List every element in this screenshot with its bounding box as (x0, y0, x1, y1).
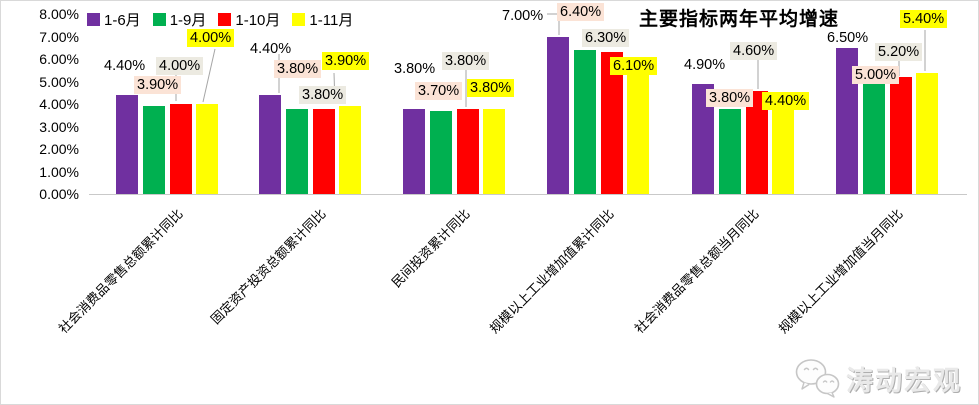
bar-1-9月-group2 (285, 108, 308, 194)
bar-1-9月-group1 (142, 106, 165, 194)
bar-1-11月-group2 (339, 106, 362, 194)
category-label: 社会消费品零售总额当月同比 (631, 206, 762, 337)
bar-1-9月-group6 (862, 81, 885, 194)
data-label: 4.00% (187, 29, 235, 47)
bar-1-11月-group1 (196, 104, 219, 194)
data-label: 6.10% (610, 57, 658, 75)
bar-1-10月-group1 (169, 104, 192, 194)
category-label: 固定资产投资总额累计同比 (207, 206, 329, 328)
bar-1-6月-group2 (259, 95, 281, 194)
data-label: 4.00% (156, 57, 204, 75)
y-axis-tick-label: 6.00% (39, 51, 79, 67)
bar-1-11月-group3 (483, 108, 506, 194)
data-label: 6.50% (827, 30, 869, 46)
y-axis-tick-label: 2.00% (39, 141, 79, 157)
data-label: 4.60% (730, 42, 778, 60)
legend-label: 1-11月 (309, 12, 354, 29)
bar-1-6月-group3 (403, 108, 425, 194)
legend-item-1-9月: 1-9月 (152, 9, 207, 30)
bar-1-10月-group6 (889, 77, 912, 194)
data-label: 4.40% (250, 41, 292, 57)
data-label: 3.80% (442, 52, 490, 70)
watermark-text: 涛动宏观 (846, 365, 962, 396)
data-label: 3.80% (299, 86, 347, 104)
bar-1-11月-group4 (627, 56, 650, 194)
y-axis-tick-label: 3.00% (39, 118, 79, 135)
category-label: 规模以上工业增加值累计同比 (486, 206, 617, 337)
bar-1-9月-group3 (429, 110, 452, 194)
data-label: 4.90% (684, 57, 726, 73)
bar-1-11月-group6 (916, 72, 939, 194)
data-label: 5.00% (852, 66, 900, 84)
legend-swatch (218, 13, 232, 26)
y-axis-tick-label: 5.00% (39, 73, 79, 90)
data-label: 4.40% (104, 58, 146, 74)
data-label: 3.90% (322, 52, 370, 70)
legend-item-1-6月: 1-6月 (87, 9, 141, 30)
data-label: 6.40% (557, 3, 605, 21)
watermark: 涛动宏观 (794, 358, 962, 398)
data-label: 4.40% (762, 92, 810, 110)
y-axis-tick-label: 1.00% (39, 163, 79, 180)
leader-line (202, 48, 216, 103)
bar-1-9月-group4 (573, 50, 596, 194)
data-label: 6.30% (582, 29, 630, 47)
data-label: 7.00% (502, 8, 544, 24)
category-label: 民间投资累计同比 (388, 206, 473, 291)
legend: 1-6月 1-9月 1-10月 1-11月 (87, 9, 353, 30)
data-label: 3.80% (706, 89, 754, 107)
wechat-icon (795, 359, 840, 398)
legend-swatch (87, 13, 100, 26)
bar-1-9月-group5 (718, 108, 741, 194)
bar-1-10月-group2 (312, 108, 335, 194)
chart-title: 主要指标两年平均增速 (639, 9, 840, 30)
legend-swatch (152, 13, 166, 26)
data-label: 3.80% (274, 60, 322, 78)
y-axis-tick-label: 7.00% (39, 28, 79, 45)
bar-1-10月-group5 (745, 90, 768, 194)
data-label: 3.80% (394, 61, 436, 77)
data-label: 3.90% (134, 76, 182, 94)
x-axis-line (89, 194, 967, 195)
bar-1-6月-group1 (116, 95, 138, 194)
bar-1-6月-group5 (692, 83, 714, 194)
y-axis-tick-label: 8.00% (39, 6, 79, 22)
data-label: 3.80% (467, 79, 515, 97)
legend-label: 1-10月 (235, 12, 281, 29)
bar-1-10月-group3 (456, 108, 479, 194)
y-axis-tick-label: 0.00% (39, 186, 79, 202)
legend-item-1-10月: 1-10月 (218, 9, 280, 30)
legend-item-1-11月: 1-11月 (292, 9, 353, 30)
data-label: 3.70% (415, 82, 463, 100)
legend-label: 1-9月 (169, 12, 207, 29)
category-label: 规模以上工业增加值当月同比 (775, 206, 906, 337)
bar-1-6月-group6 (836, 47, 858, 194)
bar-1-10月-group4 (600, 52, 623, 194)
bar-1-11月-group5 (772, 95, 795, 194)
legend-swatch (292, 13, 306, 26)
legend-label: 1-6月 (104, 12, 141, 29)
data-label: 5.20% (875, 43, 923, 61)
y-axis-tick-label: 4.00% (39, 96, 79, 112)
category-label: 社会消费品零售总额累计同比 (55, 206, 186, 337)
data-label: 5.40% (900, 10, 948, 28)
bar-1-6月-group4 (547, 36, 569, 194)
